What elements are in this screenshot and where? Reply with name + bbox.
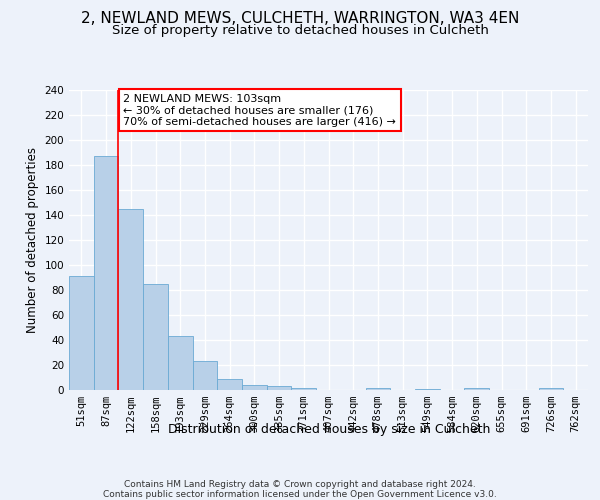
Text: 2, NEWLAND MEWS, CULCHETH, WARRINGTON, WA3 4EN: 2, NEWLAND MEWS, CULCHETH, WARRINGTON, W… [81, 11, 519, 26]
Bar [118, 209, 143, 390]
Bar [69, 276, 94, 390]
Bar [217, 379, 242, 390]
Bar [193, 361, 217, 390]
Bar [292, 388, 316, 390]
Text: Contains HM Land Registry data © Crown copyright and database right 2024.
Contai: Contains HM Land Registry data © Crown c… [103, 480, 497, 499]
Bar [415, 389, 440, 390]
Y-axis label: Number of detached properties: Number of detached properties [26, 147, 39, 333]
Text: 2 NEWLAND MEWS: 103sqm
← 30% of detached houses are smaller (176)
70% of semi-de: 2 NEWLAND MEWS: 103sqm ← 30% of detached… [124, 94, 396, 127]
Bar [464, 388, 489, 390]
Bar [143, 284, 168, 390]
Bar [168, 336, 193, 390]
Bar [94, 156, 118, 390]
Bar [539, 388, 563, 390]
Bar [242, 385, 267, 390]
Text: Distribution of detached houses by size in Culcheth: Distribution of detached houses by size … [167, 422, 490, 436]
Text: Size of property relative to detached houses in Culcheth: Size of property relative to detached ho… [112, 24, 488, 37]
Bar [365, 388, 390, 390]
Bar [267, 386, 292, 390]
